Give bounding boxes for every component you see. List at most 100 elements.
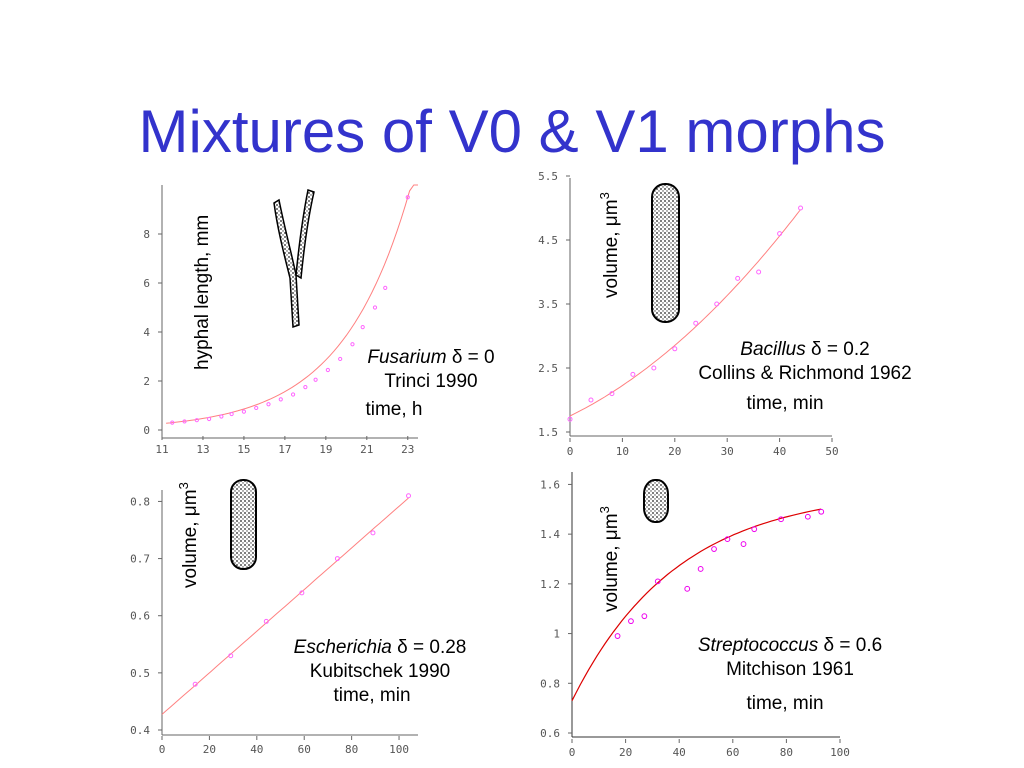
y-tick-label: 1 xyxy=(553,628,560,641)
data-point xyxy=(360,325,365,330)
data-point xyxy=(684,585,691,592)
y-tick-label: 0.8 xyxy=(130,495,150,508)
x-tick-label: 80 xyxy=(780,746,793,759)
delta-symbol: δ xyxy=(823,635,835,656)
x-axis-label: time, h xyxy=(365,399,423,420)
data-point xyxy=(278,397,283,402)
y-tick-label: 1.2 xyxy=(540,578,560,591)
data-point xyxy=(229,411,234,417)
data-point xyxy=(641,613,648,620)
x-tick-label: 11 xyxy=(155,443,168,456)
reference: Trinci 1990 xyxy=(384,371,478,392)
data-point xyxy=(751,526,758,533)
x-tick-label: 0 xyxy=(159,743,166,756)
x-axis-label: time, min xyxy=(746,693,824,714)
data-point xyxy=(299,590,305,596)
x-tick-label: 0 xyxy=(567,445,574,458)
x-tick-label: 17 xyxy=(278,443,291,456)
data-point xyxy=(254,405,259,411)
data-point xyxy=(588,397,594,403)
x-tick-label: 23 xyxy=(401,443,414,456)
y-tick-label: 3.5 xyxy=(538,298,558,311)
x-axis-label: time, min xyxy=(746,393,824,414)
data-point xyxy=(714,301,720,307)
x-tick-label: 13 xyxy=(196,443,209,456)
organism-name: Streptococcus xyxy=(697,635,819,656)
data-point xyxy=(756,269,762,275)
data-point xyxy=(228,653,234,659)
data-point xyxy=(735,275,741,281)
x-tick-label: 50 xyxy=(825,445,838,458)
y-tick-label: 1.4 xyxy=(540,528,560,541)
x-axis-label: time, min xyxy=(333,685,411,706)
y-tick-label: 0.6 xyxy=(540,727,560,740)
x-tick-label: 20 xyxy=(668,445,681,458)
y-tick-label: 2 xyxy=(143,375,150,388)
data-point xyxy=(614,633,621,639)
x-tick-label: 15 xyxy=(237,443,250,456)
escherichia-cell-drawing xyxy=(230,479,257,570)
y-tick-label: 1.5 xyxy=(538,426,558,439)
delta-symbol: δ xyxy=(397,637,408,658)
x-tick-label: 21 xyxy=(360,443,373,456)
x-tick-label: 100 xyxy=(830,746,850,759)
data-point xyxy=(241,409,247,414)
x-tick-label: 40 xyxy=(673,746,686,759)
slide-title: Mixtures of V0 & V1 morphs xyxy=(138,98,886,165)
fit-curve xyxy=(161,497,409,715)
reference: Collins & Richmond 1962 xyxy=(698,363,912,384)
caption-fusarium: Fusarium δ = 0 Trinci 1990 xyxy=(344,346,518,394)
y-tick-label: 8 xyxy=(143,228,150,241)
delta-value: = 0 xyxy=(462,347,495,368)
y-axis-label: volume, μm3 xyxy=(176,482,201,588)
x-tick-label: 10 xyxy=(616,445,629,458)
y-tick-label: 0.7 xyxy=(130,553,150,566)
reference: Kubitschek 1990 xyxy=(309,661,451,682)
x-tick-label: 0 xyxy=(569,746,576,759)
delta-symbol: δ xyxy=(451,347,463,368)
chart-streptococcus: 0 20 40 60 80 100 0.6 0.8 1 1.2 1.4 1.6 volume, μm3 xyxy=(540,472,850,759)
chart-fusarium: 11 13 15 17 19 21 23 0 2 4 6 8 hyphal length, mm xyxy=(143,184,418,456)
data-point xyxy=(609,391,615,397)
data-point xyxy=(630,371,636,377)
data-point xyxy=(818,508,825,515)
x-tick-label: 19 xyxy=(319,443,332,456)
caption-streptococcus: Streptococcus δ = 0.6 Mitchison 1961 tim… xyxy=(672,634,908,716)
data-point xyxy=(740,541,747,547)
y-tick-label: 1.6 xyxy=(540,478,560,491)
data-point xyxy=(672,346,678,352)
data-point xyxy=(303,385,308,390)
y-tick-label: 6 xyxy=(143,277,150,290)
delta-value: = 0.2 xyxy=(821,339,870,360)
delta-value: = 0.6 xyxy=(834,635,883,656)
chart-escherichia: 0 20 40 60 80 100 0.4 0.5 0.6 0.7 0.8 volume, μm3 xyxy=(130,479,418,756)
x-tick-label: 20 xyxy=(203,743,216,756)
data-point xyxy=(334,556,340,562)
data-point xyxy=(724,536,731,543)
y-tick-label: 0.8 xyxy=(540,677,560,690)
data-point xyxy=(777,231,783,237)
data-point xyxy=(219,414,224,419)
fit-curve xyxy=(571,508,822,701)
data-point xyxy=(372,305,378,310)
x-tick-label: 80 xyxy=(345,743,358,756)
organism-name: Escherichia xyxy=(293,637,392,658)
y-axis-label: volume, μm3 xyxy=(597,192,622,298)
x-tick-label: 30 xyxy=(721,445,734,458)
chart-bacillus: 0 10 20 30 40 50 1.5 2.5 3.5 4.5 5.5 volume, μm3 xyxy=(538,170,839,458)
y-tick-label: 5.5 xyxy=(538,170,558,183)
data-point xyxy=(266,402,271,407)
y-tick-label: 0.5 xyxy=(130,667,150,680)
x-tick-label: 60 xyxy=(298,743,311,756)
y-tick-label: 0.4 xyxy=(130,724,150,737)
fit-curve xyxy=(569,209,801,417)
data-point xyxy=(263,618,269,624)
y-tick-label: 4.5 xyxy=(538,234,558,247)
data-point xyxy=(192,681,198,687)
data-point xyxy=(207,416,212,422)
data-point xyxy=(313,377,318,382)
caption-escherichia: Escherichia δ = 0.28 Kubitschek 1990 tim… xyxy=(264,636,496,708)
data-point xyxy=(290,392,296,397)
data-point xyxy=(325,367,330,373)
organism-name: Fusarium xyxy=(367,347,447,368)
